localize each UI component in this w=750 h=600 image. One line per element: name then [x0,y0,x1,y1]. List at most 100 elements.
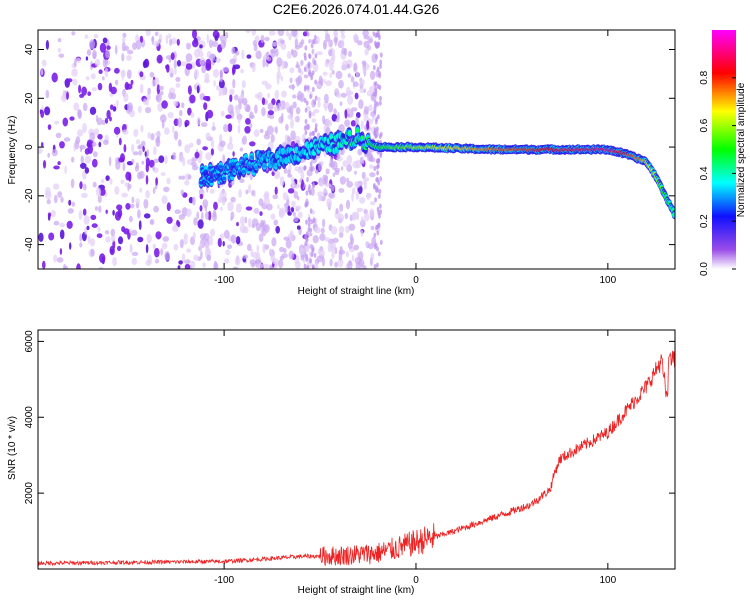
noise-speckle [202,146,209,151]
noise-speckle [139,35,144,43]
noise-speckle [312,38,315,45]
noise-speckle [199,57,206,66]
noise-speckle [347,95,354,106]
noise-speckle [280,76,284,82]
noise-speckle [313,100,317,106]
noise-speckle [332,237,339,243]
noise-speckle [300,170,305,180]
track-core [355,128,360,133]
noise-speckle [69,116,75,121]
noise-speckle [253,44,258,52]
noise-speckle [311,264,315,269]
noise-speckle [272,257,276,265]
noise-speckle [266,203,273,211]
noise-speckle [346,177,349,183]
noise-speckle [177,265,181,269]
noise-speckle [325,119,333,128]
noise-speckle [259,211,263,216]
noise-speckle [230,234,237,244]
noise-speckle [236,222,239,227]
noise-speckle [170,72,174,78]
noise-speckle [187,174,192,180]
noise-speckle [168,33,172,39]
noise-speckle [205,63,212,71]
noise-speckle [205,211,209,220]
noise-speckle [112,209,115,216]
noise-speckle [254,104,258,114]
noise-speckle [378,70,381,77]
noise-speckle [372,116,375,121]
noise-speckle [117,208,123,218]
noise-speckle [344,109,348,119]
noise-speckle [341,60,348,70]
noise-speckle [143,98,147,105]
noise-speckle [323,78,326,84]
colorbar-ticks: 0.0 0.2 0.4 0.6 0.8 [699,70,736,276]
noise-speckle [231,46,236,55]
noise-speckle [76,263,81,269]
noise-speckle [287,211,292,216]
noise-speckle [373,81,377,87]
noise-speckle [321,256,325,267]
noise-speckle [314,227,321,234]
noise-speckle [98,69,103,74]
noise-speckle [105,49,110,59]
noise-speckle [153,158,160,163]
noise-speckle [86,225,90,231]
noise-speckle [285,123,289,131]
noise-speckle [375,177,379,183]
noise-speckle [227,201,234,212]
noise-speckle [314,123,318,129]
noise-speckle [306,85,310,91]
noise-speckle [377,32,381,38]
noise-speckle [110,228,116,237]
noise-speckle [178,175,182,180]
noise-speckle [276,74,280,85]
noise-speckle [337,111,340,121]
noise-speckle [369,172,376,178]
noise-speckle [97,133,103,140]
noise-speckle [79,146,83,153]
noise-speckle [66,220,73,229]
noise-speckle [235,106,241,116]
noise-speckle [299,70,304,76]
noise-speckle [379,52,383,58]
noise-speckle [353,33,359,42]
spectrogram-panel: -100 0 100 -40 -20 0 20 40 Height of straight l… [7,29,676,297]
noise-speckle [287,135,291,142]
noise-speckle [121,41,126,52]
noise-speckle [237,115,241,124]
x-tick-label: -100 [214,275,234,286]
noise-speckle [196,85,200,94]
noise-speckle [212,122,215,127]
noise-speckle [294,116,299,123]
noise-speckle [215,57,221,63]
noise-speckle [272,194,279,200]
noise-speckle [155,231,162,240]
noise-speckle [54,120,60,125]
noise-speckle [122,32,127,38]
noise-speckle [90,73,96,80]
noise-speckle [211,125,216,131]
noise-speckle [199,150,203,157]
noise-speckle [199,205,203,212]
noise-speckle [160,90,164,96]
noise-speckle [247,218,252,228]
noise-speckle [339,245,343,255]
noise-speckle [139,83,144,94]
noise-speckle [313,252,317,258]
noise-speckle [144,151,147,157]
noise-speckle [124,81,129,91]
noise-speckle [312,183,315,189]
noise-speckle [369,85,376,93]
noise-speckle [102,139,109,146]
noise-speckle [201,211,204,221]
noise-speckle [217,237,222,248]
noise-speckle [138,220,142,231]
noise-speckle [340,166,344,171]
noise-speckle [279,246,285,253]
track-core [254,165,259,170]
y-tick-label: 6000 [24,330,35,353]
noise-speckle [188,142,194,148]
noise-speckle [309,161,313,167]
